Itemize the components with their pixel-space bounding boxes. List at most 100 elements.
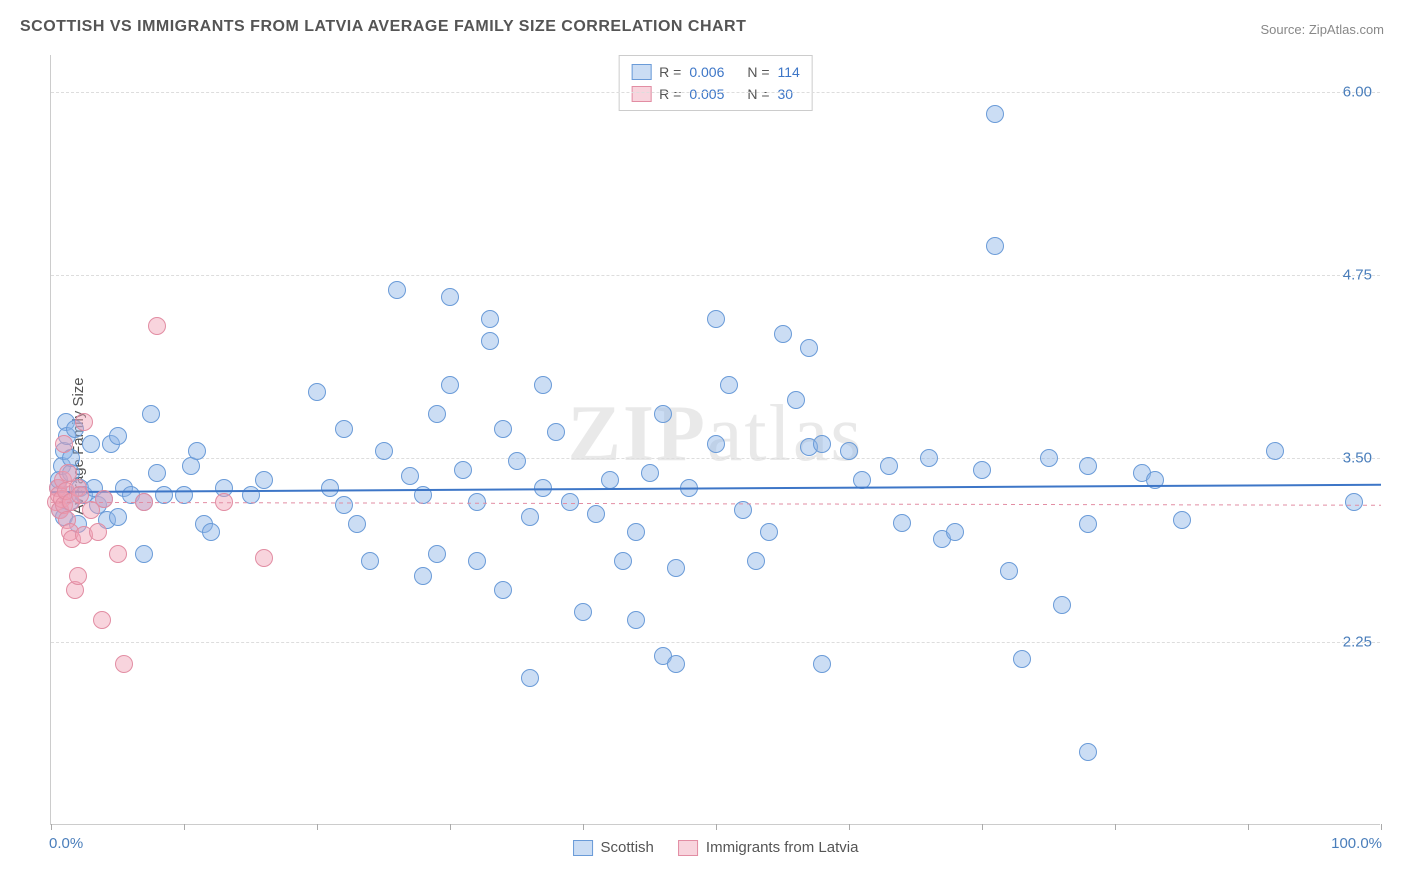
data-point [747, 552, 765, 570]
data-point [115, 655, 133, 673]
legend-series-item: Immigrants from Latvia [678, 839, 859, 856]
data-point [1000, 562, 1018, 580]
gridline [51, 642, 1380, 643]
data-point [1173, 511, 1191, 529]
data-point [109, 545, 127, 563]
legend-r-label: R = [659, 86, 681, 102]
data-point [707, 435, 725, 453]
x-tick [1115, 824, 1116, 830]
data-point [880, 457, 898, 475]
data-point [627, 523, 645, 541]
data-point [494, 581, 512, 599]
data-point [1079, 743, 1097, 761]
data-point [893, 514, 911, 532]
data-point [521, 508, 539, 526]
gridline [51, 275, 1380, 276]
data-point [534, 376, 552, 394]
data-point [135, 493, 153, 511]
legend-n-label: N = [747, 86, 769, 102]
x-tick [583, 824, 584, 830]
data-point [973, 461, 991, 479]
legend-series-item: Scottish [573, 839, 654, 856]
data-point [215, 493, 233, 511]
legend-row: R =0.005N =30 [631, 83, 800, 105]
y-tick-label: 6.00 [1343, 83, 1372, 100]
data-point [188, 442, 206, 460]
data-point [534, 479, 552, 497]
data-point [680, 479, 698, 497]
data-point [308, 383, 326, 401]
data-point [667, 559, 685, 577]
data-point [95, 490, 113, 508]
data-point [454, 461, 472, 479]
data-point [414, 486, 432, 504]
x-tick [1248, 824, 1249, 830]
data-point [920, 449, 938, 467]
data-point [441, 288, 459, 306]
data-point [1266, 442, 1284, 460]
data-point [414, 567, 432, 585]
data-point [109, 508, 127, 526]
legend-series: Scottish Immigrants from Latvia [573, 839, 859, 856]
source-label: Source: ZipAtlas.com [1260, 22, 1384, 37]
data-point [601, 471, 619, 489]
data-point [734, 501, 752, 519]
x-tick [849, 824, 850, 830]
data-point [202, 523, 220, 541]
legend-swatch [678, 840, 698, 856]
data-point [348, 515, 366, 533]
legend-correlation: R =0.006N =114R =0.005N =30 [618, 55, 813, 111]
x-tick [51, 824, 52, 830]
x-tick [450, 824, 451, 830]
x-tick [716, 824, 717, 830]
data-point [135, 545, 153, 563]
data-point [707, 310, 725, 328]
data-point [148, 464, 166, 482]
data-point [148, 317, 166, 335]
data-point [142, 405, 160, 423]
data-point [82, 435, 100, 453]
plot-area: ZIPatlas R =0.006N =114R =0.005N =30 Sco… [50, 55, 1380, 825]
data-point [401, 467, 419, 485]
data-point [547, 423, 565, 441]
data-point [561, 493, 579, 511]
data-point [574, 603, 592, 621]
data-point [813, 655, 831, 673]
data-point [508, 452, 526, 470]
y-tick-label: 3.50 [1343, 450, 1372, 467]
legend-series-label: Scottish [601, 839, 654, 856]
data-point [1013, 650, 1031, 668]
legend-n-label: N = [747, 64, 769, 80]
data-point [986, 237, 1004, 255]
data-point [481, 310, 499, 328]
data-point [175, 486, 193, 504]
data-point [321, 479, 339, 497]
legend-r-value: 0.005 [689, 86, 739, 102]
data-point [1053, 596, 1071, 614]
data-point [69, 567, 87, 585]
x-tick [982, 824, 983, 830]
data-point [667, 655, 685, 673]
chart-title: SCOTTISH VS IMMIGRANTS FROM LATVIA AVERA… [20, 18, 746, 36]
data-point [428, 545, 446, 563]
x-tick [184, 824, 185, 830]
data-point [75, 413, 93, 431]
x-axis-min-label: 0.0% [49, 835, 83, 852]
data-point [109, 427, 127, 445]
data-point [720, 376, 738, 394]
data-point [494, 420, 512, 438]
data-point [1345, 493, 1363, 511]
data-point [800, 339, 818, 357]
data-point [521, 669, 539, 687]
data-point [787, 391, 805, 409]
legend-n-value: 114 [778, 64, 800, 80]
y-tick-label: 2.25 [1343, 633, 1372, 650]
data-point [428, 405, 446, 423]
data-point [335, 496, 353, 514]
data-point [93, 611, 111, 629]
data-point [335, 420, 353, 438]
data-point [853, 471, 871, 489]
legend-swatch [631, 86, 651, 102]
data-point [388, 281, 406, 299]
data-point [481, 332, 499, 350]
